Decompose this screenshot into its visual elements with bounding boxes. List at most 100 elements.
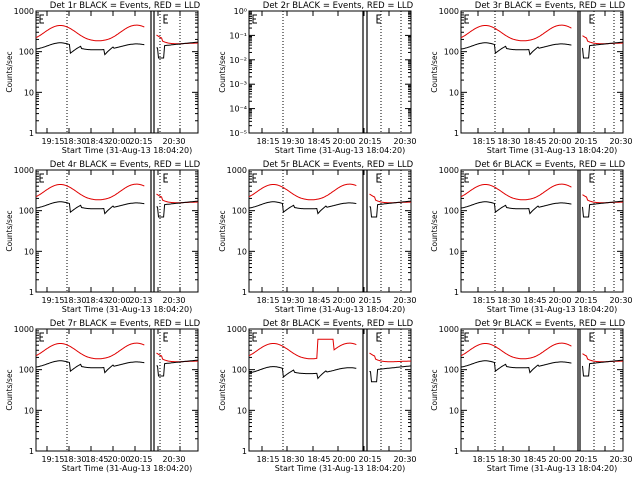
x-tick-label: 20:15 xyxy=(574,296,597,305)
x-tick-label: 20:00 xyxy=(548,137,571,146)
x-tick-label: 20:30 xyxy=(162,296,185,305)
y-axis-label: Counts/sec xyxy=(430,51,439,92)
events-series xyxy=(35,41,199,59)
x-tick-label: 20:30 xyxy=(162,455,185,464)
lld-series xyxy=(248,338,412,363)
y-tick-label: 100 xyxy=(232,366,247,375)
lld-series xyxy=(248,183,412,204)
x-tick-label: 20:15 xyxy=(129,137,152,146)
flag-glyph xyxy=(376,332,381,342)
flag-glyph xyxy=(589,332,594,342)
x-tick-label: 20:00 xyxy=(548,296,571,305)
plot-frame xyxy=(248,169,412,293)
panel-title: Det 5r BLACK = Events, RED = LLD xyxy=(263,160,414,170)
x-tick-label: 20:15 xyxy=(358,296,381,305)
y-tick-label: 10⁻³ xyxy=(229,80,247,89)
plot-frame xyxy=(248,328,412,452)
x-tick-label: 20:15 xyxy=(129,455,152,464)
x-tick-label: 18:45 xyxy=(523,296,546,305)
x-tick-label: 20:30 xyxy=(162,137,185,146)
y-tick-label: 100 xyxy=(19,48,34,57)
y-axis-label: Counts/sec xyxy=(5,369,14,410)
flag-glyph xyxy=(39,332,44,342)
panel-title: Det 9r BLACK = Events, RED = LLD xyxy=(475,319,626,329)
y-tick-label: 10⁻⁴ xyxy=(229,105,247,114)
y-tick-label: 100 xyxy=(444,366,459,375)
x-axis-title: Start Time (31-Aug-13 18:04:20) xyxy=(275,146,406,155)
y-tick-label: 1 xyxy=(454,447,459,456)
flag-glyph xyxy=(252,332,257,342)
y-tick-label: 1000 xyxy=(227,325,247,334)
x-tick-label: 20:30 xyxy=(609,296,632,305)
x-axis-title: Start Time (31-Aug-13 18:04:20) xyxy=(62,305,193,314)
x-tick-label: 20:00 xyxy=(332,455,355,464)
y-tick-label: 1000 xyxy=(14,7,34,16)
events-series xyxy=(35,200,199,218)
y-axis-label: Counts/sec xyxy=(5,51,14,92)
lld-series xyxy=(460,24,624,45)
flag-glyph xyxy=(589,14,594,24)
y-tick-label: 1 xyxy=(454,129,459,138)
y-tick-label: 100 xyxy=(19,207,34,216)
panel-title: Det 4r BLACK = Events, RED = LLD xyxy=(50,160,201,170)
panel-title: Det 2r BLACK = Events, RED = LLD xyxy=(263,1,414,11)
y-tick-label: 10 xyxy=(24,406,34,415)
x-axis-title: Start Time (31-Aug-13 18:04:20) xyxy=(487,305,618,314)
y-axis-label: Counts/sec xyxy=(218,369,227,410)
y-tick-label: 100 xyxy=(19,366,34,375)
x-tick-label: 18:30 xyxy=(497,137,520,146)
x-tick-label: 18:30 xyxy=(281,455,304,464)
plot-frame xyxy=(35,169,199,293)
x-tick-label: 20:30 xyxy=(609,455,632,464)
lld-series xyxy=(460,183,624,204)
y-tick-label: 1 xyxy=(29,129,34,138)
panel-det-6: Det 6r BLACK = Events, RED = LLD 1 10 100 10… xyxy=(430,160,633,314)
flag-glyph xyxy=(376,14,381,24)
y-tick-label: 100 xyxy=(444,48,459,57)
x-tick-label: 18:15 xyxy=(256,296,279,305)
plot-frame xyxy=(460,10,624,134)
flag-glyph xyxy=(464,332,469,342)
events-series xyxy=(35,359,199,377)
plot-frame xyxy=(460,328,624,452)
x-tick-label: 19:15 xyxy=(41,137,64,146)
y-tick-label: 10 xyxy=(449,88,459,97)
flag-glyph xyxy=(163,332,168,342)
y-tick-label: 1 xyxy=(242,447,247,456)
y-axis-label: Counts/sec xyxy=(218,210,227,251)
events-series xyxy=(460,41,624,59)
flag-glyph xyxy=(39,14,44,24)
x-tick-label: 18:45 xyxy=(307,455,330,464)
events-series xyxy=(248,200,412,218)
y-tick-label: 10 xyxy=(449,247,459,256)
panel-det-1: Det 1r BLACK = Events, RED = LLD 1 10 100 10… xyxy=(5,1,201,155)
x-tick-label: 19:15 xyxy=(41,455,64,464)
x-tick-label: 20:00 xyxy=(107,137,130,146)
x-axis-title: Start Time (31-Aug-13 18:04:20) xyxy=(487,464,618,473)
y-tick-label: 10 xyxy=(237,247,247,256)
x-tick-label: 19:15 xyxy=(41,296,64,305)
y-tick-label: 100 xyxy=(232,207,247,216)
x-tick-label: 20:15 xyxy=(574,455,597,464)
x-tick-label: 19:30 xyxy=(281,296,304,305)
x-tick-label: 18:45 xyxy=(307,296,330,305)
x-tick-label: 18:15 xyxy=(256,455,279,464)
lld-series xyxy=(35,342,199,363)
x-tick-label: 19:30 xyxy=(281,137,304,146)
x-tick-label: 20:00 xyxy=(332,296,355,305)
y-tick-label: 10 xyxy=(24,247,34,256)
y-tick-label: 10⁰ xyxy=(234,7,247,16)
y-tick-label: 10⁻² xyxy=(229,56,247,65)
panel-title: Det 6r BLACK = Events, RED = LLD xyxy=(475,160,626,170)
y-tick-label: 1 xyxy=(29,447,34,456)
panel-det-7: Det 7r BLACK = Events, RED = LLD 1 10 100 10… xyxy=(5,319,201,473)
y-tick-label: 10 xyxy=(449,406,459,415)
x-tick-label: 18:30 xyxy=(497,296,520,305)
x-axis-title: Start Time (31-Aug-13 18:04:20) xyxy=(275,305,406,314)
flag-glyph xyxy=(252,14,257,24)
x-tick-label: 18:30 xyxy=(497,455,520,464)
flag-glyph xyxy=(464,173,469,183)
panel-title: Det 8r BLACK = Events, RED = LLD xyxy=(263,319,414,329)
x-axis-title: Start Time (31-Aug-13 18:04:20) xyxy=(62,464,193,473)
